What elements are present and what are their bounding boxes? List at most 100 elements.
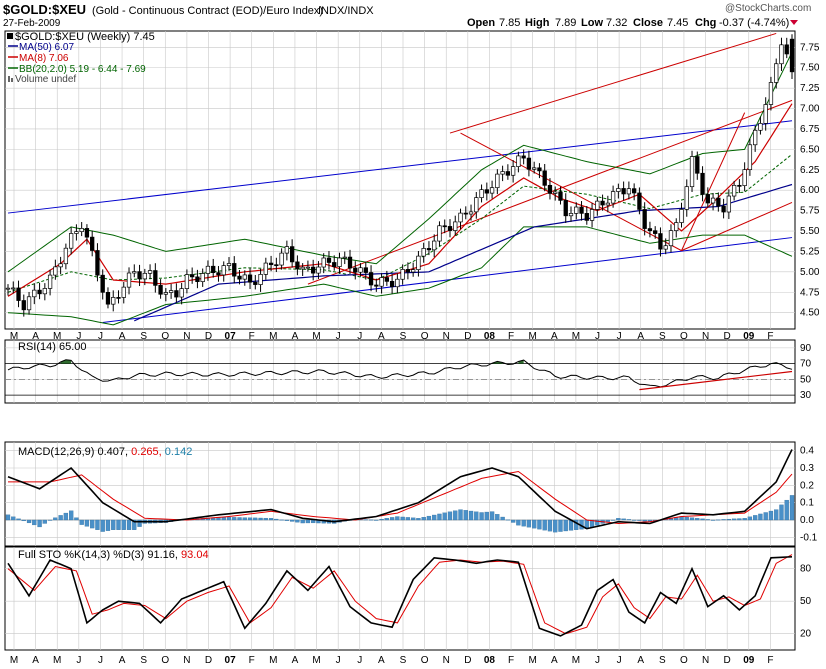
candle-body bbox=[516, 155, 521, 167]
macd-hist-value: 0.142 bbox=[165, 446, 193, 458]
candle-body bbox=[253, 281, 258, 285]
candle-body bbox=[68, 233, 74, 249]
candle-body bbox=[179, 288, 184, 298]
x-tick-label: A bbox=[378, 655, 385, 666]
macd-hist-bar bbox=[753, 515, 758, 521]
candle-body bbox=[300, 266, 305, 270]
open-label: Open bbox=[467, 17, 495, 29]
chart-date: 27-Feb-2009 bbox=[3, 18, 61, 29]
trend-line bbox=[7, 120, 793, 214]
candle-body bbox=[37, 289, 42, 295]
candle-body bbox=[90, 236, 95, 251]
macd-hist-bar bbox=[79, 519, 84, 525]
x-tick-label: A bbox=[378, 331, 385, 342]
macd-hist-bar bbox=[74, 517, 79, 521]
x-tick-label: S bbox=[400, 331, 407, 342]
candle-body bbox=[47, 274, 53, 289]
rsi-overbought-fill bbox=[518, 360, 524, 364]
macd-hist-bar bbox=[16, 518, 21, 521]
macd-hist-bar bbox=[710, 519, 716, 521]
candle-body bbox=[289, 246, 295, 263]
candle-body bbox=[710, 197, 716, 204]
candle-body bbox=[347, 256, 353, 269]
x-tick-label: A bbox=[119, 331, 126, 342]
candle-body bbox=[705, 194, 710, 204]
candle-body bbox=[305, 266, 311, 269]
candle-body bbox=[400, 269, 405, 280]
macd-hist-bar bbox=[368, 519, 374, 521]
macd-hist-bar bbox=[510, 519, 516, 523]
macd-hist-bar bbox=[784, 499, 789, 521]
candle-body bbox=[389, 281, 395, 288]
open-value: 7.85 bbox=[499, 17, 520, 29]
x-tick-label: J bbox=[336, 331, 341, 342]
candle-body bbox=[58, 263, 63, 268]
candle-body bbox=[589, 209, 595, 221]
candle-body bbox=[721, 205, 726, 213]
candle-body bbox=[542, 170, 547, 186]
macd-hist-bar bbox=[426, 515, 432, 521]
x-tick-label: D bbox=[724, 331, 731, 342]
x-tick-label: D bbox=[464, 655, 471, 666]
macd-hist-bar bbox=[621, 518, 626, 521]
candle-body bbox=[195, 276, 200, 282]
candle-body bbox=[242, 274, 247, 280]
sto-label-prefix: Full STO %K(14,3) %D(3) bbox=[18, 549, 144, 561]
x-tick-label: S bbox=[659, 331, 666, 342]
candle-body bbox=[574, 206, 579, 214]
x-tick-label: S bbox=[659, 655, 666, 666]
chg-value: -0.37 (-4.74%) bbox=[719, 17, 789, 29]
macd-hist-bar bbox=[705, 519, 710, 521]
candle-body bbox=[784, 44, 789, 55]
candle-body bbox=[500, 171, 505, 175]
macd-label: MACD(12,26,9) 0.407, 0.265, 0.142 bbox=[18, 446, 192, 458]
macd-hist-bar bbox=[631, 519, 637, 521]
candle-body bbox=[595, 200, 600, 210]
x-tick-label: A bbox=[119, 655, 126, 666]
macd-hist-bar bbox=[253, 517, 258, 521]
rsi-tick-label: 50 bbox=[800, 374, 812, 385]
candle-body bbox=[311, 266, 316, 274]
macd-hist-bar bbox=[263, 517, 268, 521]
candle-body bbox=[368, 272, 374, 286]
price-tick-label: 6.25 bbox=[800, 165, 820, 176]
candle-body bbox=[610, 191, 616, 204]
x-tick-label: D bbox=[464, 331, 471, 342]
macd-hist-bar bbox=[395, 516, 400, 521]
macd-hist-bar bbox=[626, 519, 632, 521]
candle-body bbox=[726, 195, 732, 213]
macd-hist-bar bbox=[405, 517, 411, 521]
x-tick-label: 09 bbox=[743, 331, 755, 342]
macd-hist-bar bbox=[58, 515, 63, 521]
trend-line bbox=[681, 201, 793, 252]
x-tick-label: J bbox=[617, 331, 622, 342]
candle-body bbox=[779, 44, 784, 65]
candle-body bbox=[421, 248, 426, 257]
candle-body bbox=[495, 173, 500, 189]
legend-bb: BB(20,2.0) 5.19 - 6.44 - 7.69 bbox=[19, 64, 146, 75]
macd-hist-bar bbox=[411, 517, 416, 521]
x-tick-label: A bbox=[292, 331, 299, 342]
x-tick-label: N bbox=[443, 331, 450, 342]
rsi-panel bbox=[4, 339, 796, 404]
chart-exchange: INDX/INDX bbox=[318, 5, 374, 17]
macd-hist-bar bbox=[563, 519, 568, 532]
macd-hist-bar bbox=[68, 510, 74, 521]
candle-body bbox=[211, 265, 216, 274]
candle-body bbox=[789, 38, 795, 73]
candle-body bbox=[21, 300, 26, 311]
macd-tick-label: 0.4 bbox=[800, 446, 814, 457]
x-tick-label: J bbox=[98, 655, 103, 666]
price-tick-label: 7.50 bbox=[800, 63, 820, 74]
x-tick-label: M bbox=[572, 331, 580, 342]
candle-body bbox=[258, 274, 263, 285]
candle-body bbox=[426, 248, 432, 251]
candle-body bbox=[226, 263, 232, 266]
candle-body bbox=[563, 200, 568, 217]
legend-ma50: MA(50) 6.07 bbox=[19, 42, 74, 53]
x-tick-label: N bbox=[183, 331, 190, 342]
macd-hist-bar bbox=[374, 519, 379, 521]
x-tick-label: A bbox=[292, 655, 299, 666]
x-tick-label: N bbox=[183, 655, 190, 666]
macd-hist-bar bbox=[689, 517, 695, 521]
